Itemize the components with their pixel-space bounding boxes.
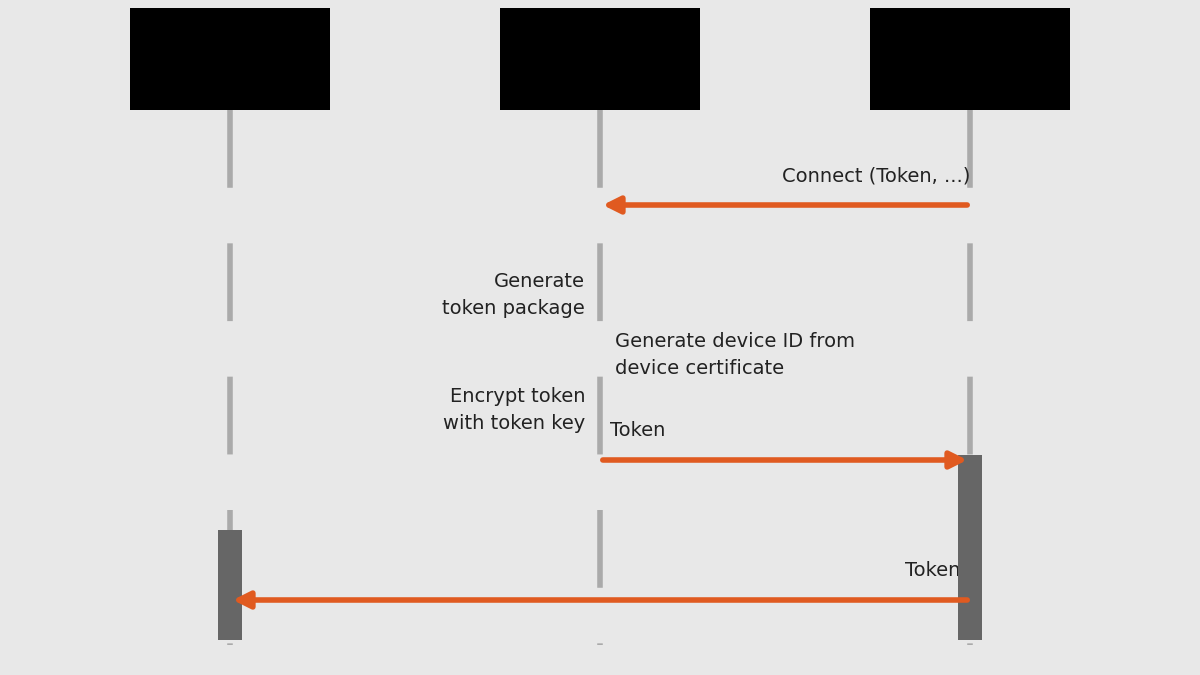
Bar: [218, 530, 242, 640]
Text: Connect (Token, ...): Connect (Token, ...): [781, 166, 970, 185]
Bar: [870, 8, 1070, 110]
Text: Token: Token: [905, 561, 960, 580]
Bar: [500, 8, 700, 110]
Bar: [130, 8, 330, 110]
Text: Token: Token: [610, 421, 665, 440]
Bar: [958, 455, 982, 640]
Text: Generate
token package: Generate token package: [443, 272, 586, 318]
Text: Encrypt token
with token key: Encrypt token with token key: [443, 387, 586, 433]
Text: Generate device ID from
device certificate: Generate device ID from device certifica…: [616, 332, 854, 378]
